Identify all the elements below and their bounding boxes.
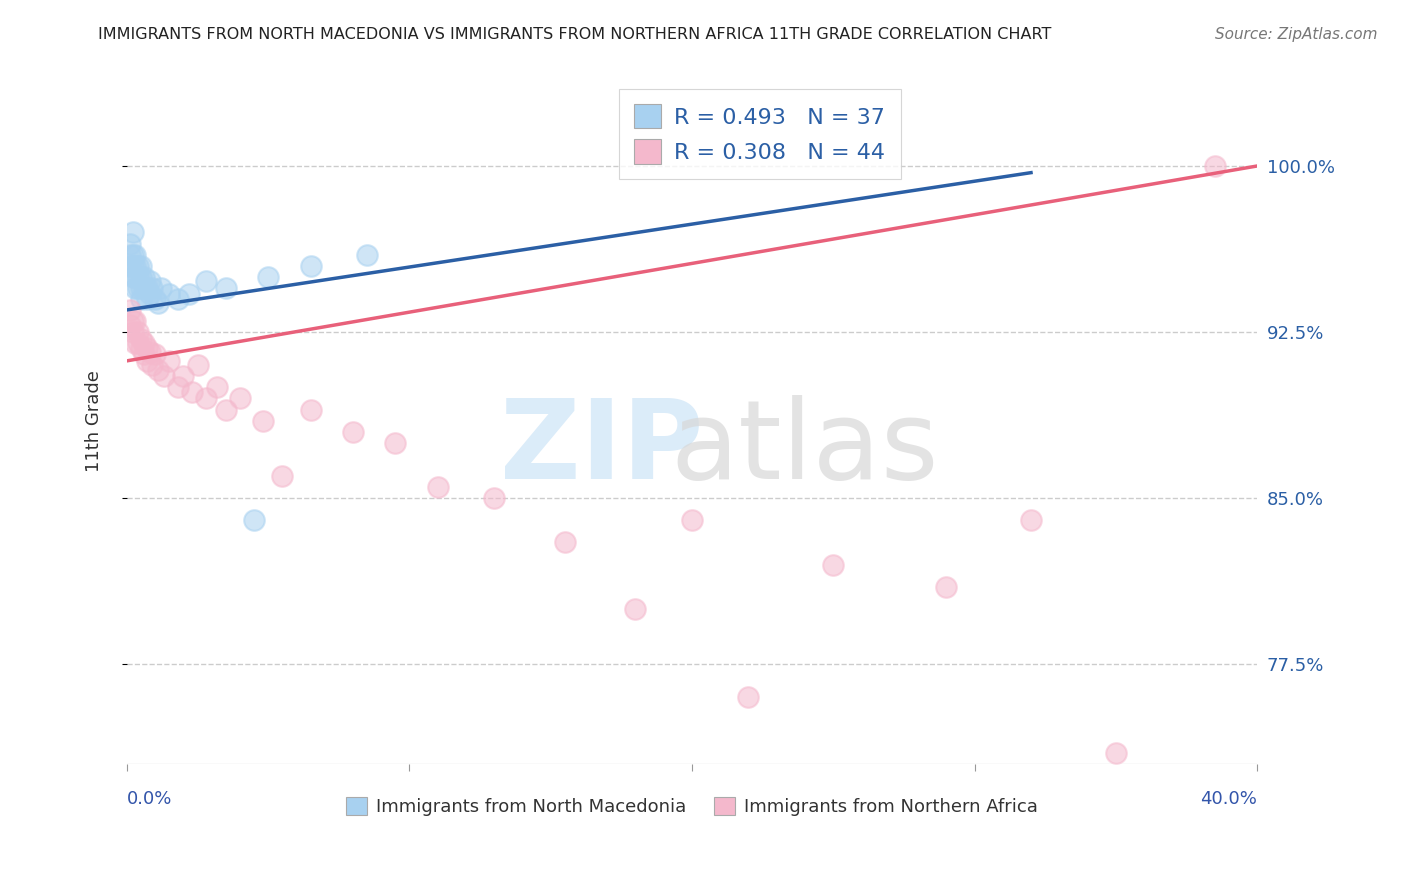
Point xyxy=(129,259,152,273)
Point xyxy=(121,259,143,273)
Point xyxy=(157,354,180,368)
Point xyxy=(141,281,163,295)
Legend: Immigrants from North Macedonia, Immigrants from Northern Africa: Immigrants from North Macedonia, Immigra… xyxy=(339,789,1046,823)
Point xyxy=(135,292,157,306)
Point xyxy=(195,392,218,406)
Point xyxy=(166,380,188,394)
Point xyxy=(1019,513,1042,527)
Point xyxy=(257,269,280,284)
Point xyxy=(207,380,229,394)
Point xyxy=(149,281,172,295)
Point xyxy=(342,425,364,439)
Point xyxy=(299,259,322,273)
Point xyxy=(124,269,146,284)
Point xyxy=(118,236,141,251)
Point xyxy=(127,281,149,295)
Point xyxy=(1204,159,1226,173)
Text: IMMIGRANTS FROM NORTH MACEDONIA VS IMMIGRANTS FROM NORTHERN AFRICA 11TH GRADE CO: IMMIGRANTS FROM NORTH MACEDONIA VS IMMIG… xyxy=(98,27,1052,42)
Point xyxy=(129,281,152,295)
Point xyxy=(127,336,149,351)
Point xyxy=(124,336,146,351)
Point xyxy=(215,281,238,295)
Point xyxy=(146,296,169,310)
Point xyxy=(135,281,157,295)
Point xyxy=(124,247,146,261)
Point xyxy=(426,480,449,494)
Point xyxy=(121,269,143,284)
Point xyxy=(384,435,406,450)
Point xyxy=(157,287,180,301)
Point xyxy=(132,336,155,351)
Point xyxy=(135,354,157,368)
Point xyxy=(229,392,252,406)
Point xyxy=(138,274,160,288)
Point xyxy=(121,247,143,261)
Point xyxy=(299,402,322,417)
Point xyxy=(166,292,188,306)
Point xyxy=(138,345,160,359)
Point xyxy=(121,226,143,240)
Point xyxy=(127,325,149,339)
Point xyxy=(482,491,505,505)
Point xyxy=(243,513,266,527)
Point xyxy=(129,269,152,284)
Point xyxy=(187,359,209,373)
Text: 40.0%: 40.0% xyxy=(1201,790,1257,808)
Text: atlas: atlas xyxy=(671,394,939,501)
Point xyxy=(172,369,194,384)
Point xyxy=(132,347,155,361)
Point xyxy=(129,332,152,346)
Point xyxy=(138,287,160,301)
Point xyxy=(737,690,759,705)
Point xyxy=(124,281,146,295)
Point xyxy=(118,318,141,333)
Point xyxy=(129,292,152,306)
Point xyxy=(124,314,146,328)
Point xyxy=(195,274,218,288)
Point xyxy=(127,269,149,284)
Point xyxy=(118,247,141,261)
Text: 0.0%: 0.0% xyxy=(127,790,173,808)
Point xyxy=(127,259,149,273)
Text: ZIP: ZIP xyxy=(501,394,703,501)
Point xyxy=(132,281,155,295)
Point xyxy=(180,384,202,399)
Point xyxy=(132,269,155,284)
Point xyxy=(141,359,163,373)
Point xyxy=(215,402,238,417)
Point xyxy=(823,558,845,572)
Point xyxy=(143,292,166,306)
Point xyxy=(271,469,294,483)
Text: Source: ZipAtlas.com: Source: ZipAtlas.com xyxy=(1215,27,1378,42)
Point xyxy=(624,602,647,616)
Point xyxy=(152,369,174,384)
Point xyxy=(135,341,157,355)
Point xyxy=(356,247,378,261)
Point xyxy=(118,302,141,317)
Point xyxy=(146,362,169,376)
Point xyxy=(129,341,152,355)
Point xyxy=(1105,746,1128,760)
Point xyxy=(554,535,576,549)
Point xyxy=(252,414,274,428)
Point xyxy=(177,287,200,301)
Point xyxy=(124,259,146,273)
Point xyxy=(121,314,143,328)
Point xyxy=(935,580,957,594)
Point xyxy=(121,325,143,339)
Point xyxy=(681,513,703,527)
Point xyxy=(143,347,166,361)
Y-axis label: 11th Grade: 11th Grade xyxy=(86,369,103,472)
Point xyxy=(118,259,141,273)
